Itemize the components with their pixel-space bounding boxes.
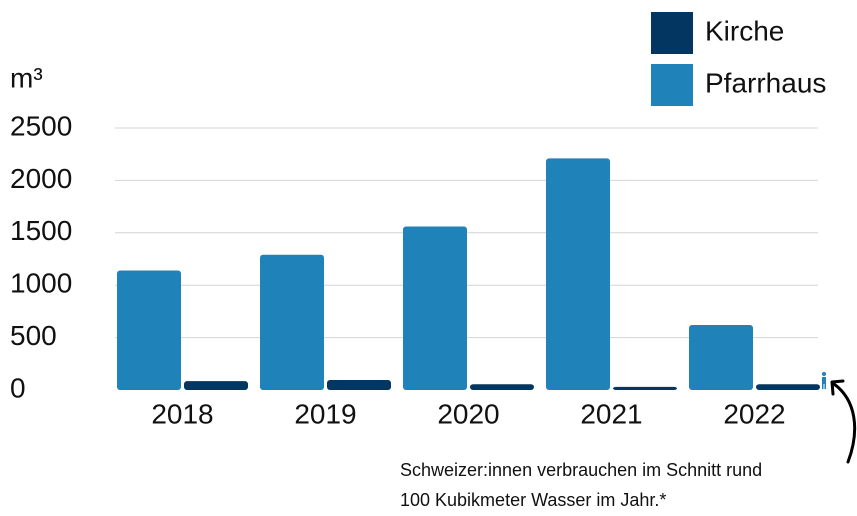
y-tick-label: 2500: [10, 110, 72, 141]
legend-label: Pfarrhaus: [705, 67, 826, 98]
legend-label: Kirche: [705, 15, 784, 46]
bar: [756, 384, 820, 390]
bar: [184, 381, 248, 390]
y-tick-label: 1000: [10, 268, 72, 299]
person-icon: [822, 372, 826, 389]
bar: [470, 384, 534, 390]
bar: [260, 254, 324, 390]
legend-swatch: [651, 12, 693, 54]
x-tick-label: 2018: [151, 398, 213, 429]
unit-label: m³: [10, 62, 43, 93]
y-tick-label: 1500: [10, 215, 72, 246]
legend-swatch: [651, 64, 693, 106]
bar: [546, 158, 610, 390]
x-tick-label: 2021: [580, 398, 642, 429]
annotation: 100 Kubikmeter Wasser im Jahr.*: [400, 490, 666, 510]
x-tick-label: 2020: [437, 398, 499, 429]
bar: [403, 226, 467, 390]
bar: [689, 325, 753, 390]
bar: [613, 386, 677, 390]
annotation: Schweizer:innen verbrauchen im Schnitt r…: [400, 460, 762, 480]
y-tick-label: 0: [10, 372, 26, 403]
bar: [327, 380, 391, 390]
annotation-arrow: [832, 382, 857, 464]
y-tick-label: 2000: [10, 163, 72, 194]
bar: [117, 270, 181, 390]
y-tick-label: 500: [10, 320, 57, 351]
x-tick-label: 2022: [723, 398, 785, 429]
annotation-arrowhead: [830, 379, 845, 396]
x-tick-label: 2019: [294, 398, 356, 429]
